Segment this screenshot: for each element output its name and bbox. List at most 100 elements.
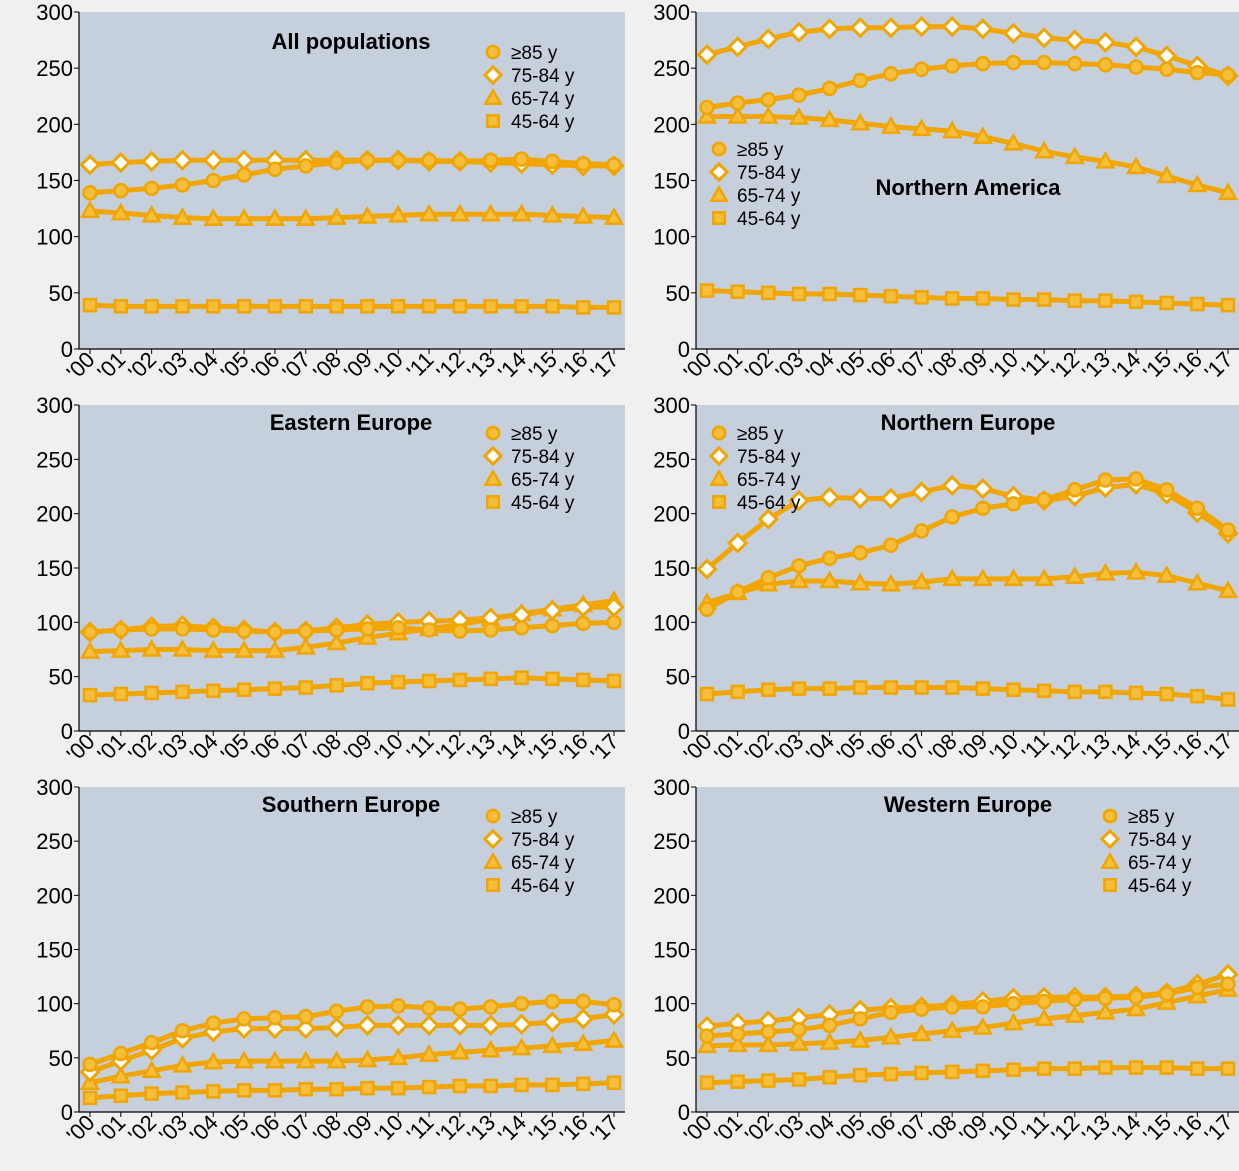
legend-marker-45-64-y (712, 495, 726, 509)
y-tick-label: 0 (61, 1100, 73, 1125)
data-point-85-y (852, 545, 868, 561)
data-point-45-64-y (421, 299, 437, 314)
data-point-65-74-y (911, 118, 932, 137)
data-point-45-64-y (791, 681, 807, 696)
data-point-65-74-y (758, 105, 779, 124)
y-tick-label: 100 (653, 610, 690, 635)
panel-title: Western Europe (884, 792, 1052, 817)
legend-label: ≥85 y (1128, 807, 1175, 828)
y-tick-label: 0 (678, 719, 690, 744)
legend-label: 65-74 y (737, 186, 801, 207)
data-point-65-74-y (1125, 998, 1147, 1017)
data-point-85-y (883, 66, 899, 82)
y-tick-label: 300 (653, 775, 690, 800)
data-point-45-64-y (1006, 682, 1021, 697)
data-point-85-y (1067, 55, 1083, 72)
data-point-75-84-y (1064, 29, 1086, 51)
data-point-45-64-y (852, 287, 868, 303)
data-point-75-84-y (171, 149, 194, 171)
legend-label: 65-74 y (511, 89, 575, 110)
data-point-65-74-y (942, 568, 963, 587)
x-tick-label: '17 (1200, 729, 1238, 767)
data-point-45-64-y (113, 686, 129, 702)
data-point-75-84-y (541, 1011, 563, 1033)
data-point-85-y (913, 61, 930, 78)
y-tick-label: 50 (49, 1046, 73, 1071)
data-point-85-y (852, 1011, 868, 1027)
y-tick-label: 150 (36, 938, 73, 963)
data-point-85-y (267, 1010, 283, 1026)
data-point-65-74-y (1033, 140, 1055, 159)
data-point-85-y (575, 615, 591, 632)
data-point-45-64-y (360, 675, 375, 691)
data-point-65-74-y (1003, 568, 1024, 587)
data-point-65-74-y (603, 1029, 625, 1048)
data-point-65-74-y (788, 1033, 810, 1051)
data-point-85-y (390, 152, 406, 169)
data-point-75-84-y (818, 18, 841, 40)
legend-label: 45-64 y (511, 493, 575, 514)
data-point-45-64-y (606, 300, 622, 315)
data-point-85-y (883, 1004, 899, 1021)
data-point-75-84-y (880, 487, 902, 510)
data-point-65-74-y (511, 1037, 532, 1056)
data-point-75-84-y (264, 1017, 286, 1040)
data-point-85-y (298, 158, 314, 174)
data-point-45-64-y (1190, 296, 1205, 312)
data-point-65-74-y (727, 1034, 748, 1053)
data-point-85-y (699, 1028, 715, 1044)
data-point-45-64-y (975, 1063, 991, 1079)
panel-all-populations: 050100150200250300'00'01'02'03'04'05'06'… (36, 0, 625, 385)
y-tick-label: 100 (36, 992, 73, 1017)
y-tick-label: 200 (36, 112, 73, 137)
data-point-85-y (975, 500, 991, 516)
series-group (79, 993, 625, 1106)
data-point-65-74-y (819, 1032, 840, 1050)
data-point-75-84-y (572, 1008, 594, 1030)
data-point-85-y (1189, 64, 1206, 81)
data-point-85-y (975, 999, 991, 1015)
y-tick-label: 200 (36, 883, 73, 908)
data-point-65-74-y (911, 1023, 932, 1042)
data-point-85-y (821, 80, 838, 97)
data-point-85-y (113, 1045, 129, 1062)
data-point-85-y (174, 621, 191, 637)
data-point-85-y (267, 161, 283, 178)
panel-title: Northern America (875, 175, 1061, 200)
data-point-65-74-y (880, 573, 902, 592)
data-point-65-74-y (758, 1034, 779, 1053)
legend-label: 75-84 y (1128, 830, 1192, 851)
data-point-45-64-y (944, 291, 960, 306)
data-point-45-64-y (575, 672, 591, 688)
legend-marker-75-84-y (708, 161, 730, 183)
data-point-85-y (544, 993, 561, 1010)
data-point-85-y (821, 1017, 838, 1034)
panel-northern-europe: 050100150200250300'00'01'02'03'04'05'06'… (653, 393, 1239, 767)
data-point-45-64-y (914, 1065, 929, 1081)
data-point-65-74-y (880, 1026, 902, 1045)
legend-marker-85-y (711, 425, 727, 441)
data-point-85-y (1128, 471, 1144, 487)
data-point-85-y (113, 622, 129, 638)
data-point-85-y (1220, 67, 1236, 83)
data-point-45-64-y (730, 684, 745, 700)
y-tick-label: 150 (653, 938, 690, 963)
data-point-65-74-y (1156, 165, 1177, 184)
data-point-65-74-y (172, 1054, 193, 1073)
y-tick-label: 50 (666, 281, 690, 306)
data-point-75-84-y (1002, 22, 1025, 44)
legend-marker-75-84-y (482, 64, 504, 86)
panel-title: Eastern Europe (270, 410, 433, 435)
data-point-85-y (791, 558, 807, 574)
series-group (79, 149, 625, 315)
data-point-65-74-y (1095, 150, 1116, 169)
y-tick-label: 250 (36, 56, 73, 81)
data-point-85-y (328, 622, 345, 638)
data-point-45-64-y (236, 1083, 252, 1098)
data-point-45-64-y (1098, 293, 1113, 308)
data-point-65-74-y (850, 1029, 871, 1048)
data-point-45-64-y (298, 1082, 314, 1097)
data-point-65-74-y (1064, 146, 1085, 165)
data-point-85-y (760, 1024, 777, 1040)
legend: ≥85 y75-84 y65-74 y45-64 y (708, 424, 801, 514)
